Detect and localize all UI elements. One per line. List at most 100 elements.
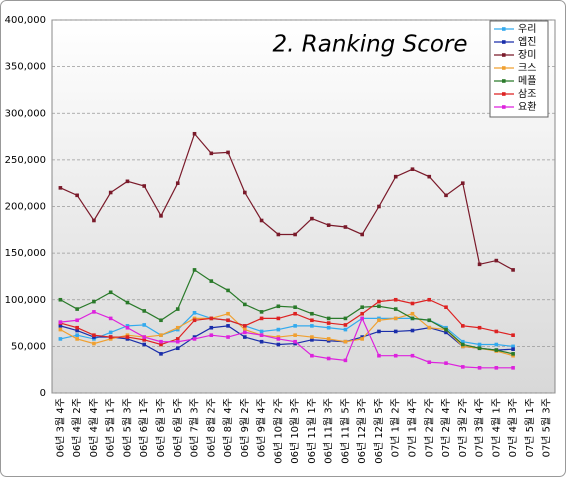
point [410, 311, 415, 316]
series-line [60, 325, 514, 355]
point [125, 179, 130, 184]
point [410, 353, 415, 358]
point [511, 353, 515, 358]
x-tick-label: 06년 5월 3주 [121, 398, 133, 457]
point [477, 346, 482, 351]
x-tick-label: 06년 3월 4주 [54, 398, 66, 457]
x-tick-label: 07년 5월 1주 [524, 398, 536, 457]
y-tick-label: 100,000 [5, 295, 46, 306]
point [360, 311, 364, 316]
point [226, 318, 230, 323]
point [92, 337, 96, 341]
x-tick-label: 06년 8월 2주 [205, 398, 217, 457]
point [175, 181, 180, 185]
point [226, 288, 230, 293]
point [393, 297, 398, 302]
point [276, 335, 281, 339]
point [360, 335, 364, 339]
point [310, 324, 314, 328]
point [58, 337, 63, 341]
point [92, 341, 96, 346]
x-tick-label: 06년 4월 2주 [71, 398, 83, 457]
point [75, 318, 79, 323]
y-tick-label: 250,000 [5, 155, 46, 166]
point [108, 337, 113, 341]
x-tick-label: 07년 2월 2주 [423, 398, 435, 457]
x-tick-label: 07년 4월 1주 [490, 398, 502, 457]
point [393, 329, 398, 334]
point [175, 346, 180, 351]
point [192, 311, 197, 315]
series-line [60, 269, 514, 355]
point [460, 365, 465, 369]
point [142, 184, 147, 188]
point [142, 335, 147, 339]
point [276, 337, 281, 341]
legend-label: 엡진 [518, 36, 536, 48]
point [326, 325, 331, 330]
point [360, 337, 364, 341]
point [310, 311, 314, 316]
point [58, 320, 63, 324]
x-tick-label: 06년 6월 5주 [172, 398, 184, 457]
point [276, 316, 281, 321]
point [125, 300, 130, 305]
legend-marker [502, 105, 506, 109]
point [192, 131, 197, 136]
x-tick-label: 06년 10월 2주 [272, 398, 284, 464]
point [192, 316, 197, 321]
point [427, 297, 432, 302]
point [159, 342, 163, 347]
x-tick-label: 07년 5월 3주 [541, 398, 553, 457]
point [175, 307, 180, 311]
point [125, 325, 130, 330]
point [393, 174, 398, 179]
legend-marker [502, 27, 506, 31]
legend-marker [502, 40, 506, 44]
point [460, 181, 465, 185]
point [460, 324, 465, 328]
legend-box [489, 20, 549, 118]
point [410, 316, 415, 321]
point [460, 339, 465, 344]
series-line [60, 311, 514, 369]
point [393, 316, 398, 321]
point [326, 337, 331, 341]
point [142, 342, 147, 347]
series-line [60, 312, 514, 347]
x-tick-label: 07년 1월 2주 [390, 398, 402, 457]
point [427, 360, 432, 365]
x-tick-label: 06년 9월 2주 [239, 398, 251, 457]
point [293, 341, 297, 346]
point [427, 174, 432, 179]
chart-title: 2. Ranking Score [272, 32, 467, 58]
point [108, 316, 113, 321]
point [343, 323, 348, 327]
point [175, 327, 180, 332]
point [175, 337, 180, 341]
x-tick-label: 06년 8월 4주 [222, 398, 234, 457]
y-tick-label: 50,000 [11, 341, 46, 352]
point [159, 339, 163, 344]
x-tick-label: 06년 5월 1주 [105, 398, 117, 457]
point [293, 232, 297, 237]
point [494, 342, 499, 347]
x-tick-label: 07년 3월 2주 [457, 398, 469, 457]
point [276, 232, 281, 237]
point [243, 324, 247, 328]
point [326, 321, 331, 325]
legend-label: 우리 [518, 23, 536, 35]
point [494, 348, 499, 352]
point [377, 204, 381, 209]
point [259, 329, 264, 334]
point [310, 318, 314, 323]
point [377, 329, 381, 334]
point [293, 305, 297, 310]
point [92, 335, 96, 339]
point [293, 333, 297, 337]
point [75, 193, 79, 198]
point [142, 338, 147, 342]
point [511, 347, 515, 351]
x-tick-label: 06년 11월 3주 [323, 398, 335, 464]
legend-label: 메플 [518, 75, 536, 87]
